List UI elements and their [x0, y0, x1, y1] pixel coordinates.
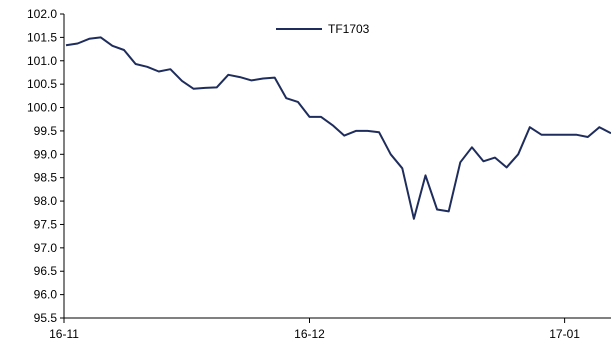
series-layer [65, 36, 611, 220]
y-axis: 102.0 101.5 101.0 100.5 100.0 99.5 99.0 98.5 98.… [27, 7, 65, 325]
x-tick-label: 16-11 [49, 327, 79, 341]
legend: TF1703 [276, 22, 370, 36]
y-tick-label: 97.0 [34, 241, 58, 255]
y-tick-label: 98.0 [34, 194, 58, 208]
y-tick-label: 99.5 [34, 124, 58, 138]
x-tick-label: 16-12 [294, 327, 325, 341]
y-tick-label: 98.5 [34, 171, 58, 185]
y-tick-label: 95.5 [34, 311, 58, 325]
y-tick-label: 97.5 [34, 217, 58, 231]
y-tick-label: 96.5 [34, 264, 58, 278]
y-tick-label: 101.5 [27, 30, 57, 44]
y-tick-label: 100.0 [27, 101, 57, 115]
series-line-tf1703 [65, 36, 611, 220]
x-tick-label: 17-01 [549, 327, 580, 341]
y-tick-label: 99.0 [34, 147, 58, 161]
y-tick-label: 101.0 [27, 54, 57, 68]
y-tick-label: 100.5 [27, 77, 57, 91]
y-tick-label: 96.0 [34, 288, 58, 302]
y-tick-label: 102.0 [27, 7, 57, 21]
legend-label-tf1703: TF1703 [328, 22, 370, 36]
x-axis: 16-11 16-12 17-01 [49, 317, 611, 341]
